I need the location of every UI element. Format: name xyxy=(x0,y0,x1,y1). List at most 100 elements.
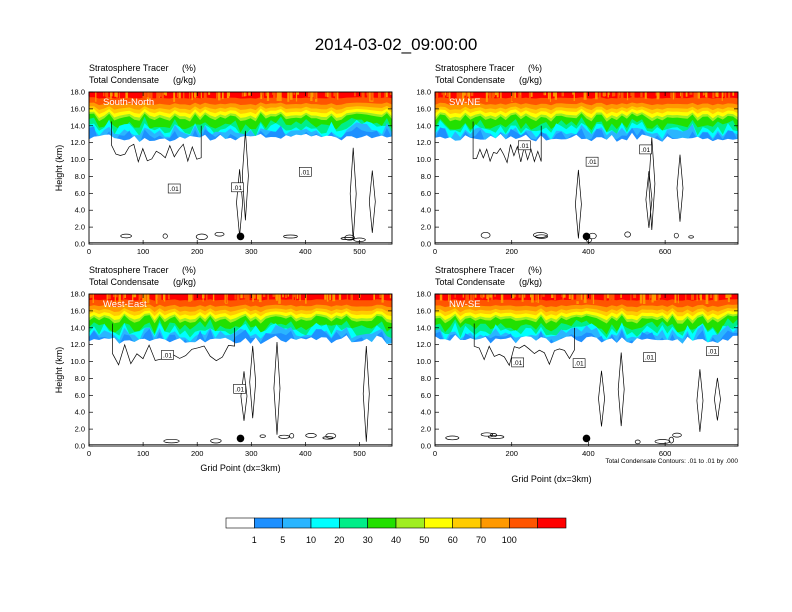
tracer-streak xyxy=(462,92,465,97)
x-tick-label: 100 xyxy=(137,247,150,256)
tracer-streak xyxy=(258,294,262,303)
x-tick-label: 0 xyxy=(433,247,437,256)
tracer-streak xyxy=(122,294,125,300)
tracer-streak xyxy=(292,294,294,302)
colorbar-label: 70 xyxy=(476,535,486,545)
tracer-streak xyxy=(118,92,120,101)
x-tick-label: 100 xyxy=(137,449,150,458)
tracer-streak xyxy=(465,92,467,100)
contour-line xyxy=(120,233,132,239)
contour-label: .01 xyxy=(513,360,522,367)
colorbar-label: 1 xyxy=(252,535,257,545)
contour-line xyxy=(195,233,208,240)
tracer-streak xyxy=(178,92,181,99)
tracer-streak xyxy=(568,294,571,299)
tracer-streak xyxy=(333,92,336,97)
tracer-streak xyxy=(313,92,317,99)
y-tick-label: 16.0 xyxy=(70,306,85,315)
tracer-streak xyxy=(324,294,327,300)
tracer-streak xyxy=(296,294,299,299)
tracer-streak xyxy=(216,92,219,98)
y-tick-label: 14.0 xyxy=(70,121,85,130)
tracer-streak xyxy=(163,294,166,300)
tracer-streak xyxy=(639,294,643,304)
subtitle-condensate: Total Condensate xyxy=(89,75,159,85)
tracer-streak xyxy=(146,92,149,98)
x-tick-label: 600 xyxy=(659,247,672,256)
location-marker xyxy=(582,232,591,241)
tracer-streak xyxy=(488,92,492,100)
tracer-streak xyxy=(485,92,488,102)
x-tick-label: 200 xyxy=(191,247,204,256)
tracer-streak xyxy=(655,92,657,96)
panels: Stratosphere Tracer (%) Total Condensate (g… xyxy=(54,63,739,484)
contour-label: .01 xyxy=(708,349,717,356)
tracer-streak xyxy=(524,294,526,298)
tracer-clear-region xyxy=(435,334,738,446)
tracer-streak xyxy=(385,92,388,98)
tracer-streak xyxy=(521,294,524,302)
tracer-streak xyxy=(335,92,338,101)
tracer-streak xyxy=(247,294,249,299)
tracer-streak xyxy=(716,294,719,301)
y-tick-label: 18.0 xyxy=(70,88,85,97)
tracer-streak xyxy=(254,294,256,299)
contour-line xyxy=(535,234,548,239)
tracer-streak xyxy=(275,294,278,301)
x-tick-label: 0 xyxy=(87,449,91,458)
tracer-streak xyxy=(674,294,677,303)
contour-line xyxy=(240,371,248,421)
subtitle-condensate: Total Condensate xyxy=(435,75,505,85)
x-tick-label: 400 xyxy=(582,449,595,458)
location-marker xyxy=(236,232,245,241)
tracer-streak xyxy=(561,294,563,298)
tracer-streak xyxy=(282,294,284,298)
y-tick-label: 2.0 xyxy=(75,425,85,434)
tracer-streak xyxy=(278,294,281,304)
tracer-streak xyxy=(633,294,637,299)
tracer-streak xyxy=(114,294,116,304)
tracer-streak xyxy=(696,294,698,302)
contour-label-box xyxy=(511,357,525,368)
tracer-streak xyxy=(721,92,723,101)
contour-label: .01 xyxy=(520,143,529,150)
tracer-streak xyxy=(138,294,141,304)
tracer-streak xyxy=(202,294,205,299)
tracer-streak xyxy=(261,92,263,95)
contour-note: Total Condensate Contours: .01 to .01 by… xyxy=(605,458,738,465)
contour-line xyxy=(648,137,656,231)
tracer-streak xyxy=(462,294,464,298)
tracer-streak xyxy=(240,294,243,299)
contour-label-box xyxy=(643,352,656,363)
x-tick-label: 300 xyxy=(245,247,258,256)
tracer-streak xyxy=(90,294,94,298)
contour-line xyxy=(688,235,694,239)
x-tick-label: 500 xyxy=(353,247,366,256)
tracer-streak xyxy=(222,92,224,99)
tracer-streak xyxy=(381,294,384,303)
tracer-streak xyxy=(389,92,392,95)
y-tick-label: 6.0 xyxy=(421,189,431,198)
location-marker xyxy=(582,434,591,443)
contour-label-box xyxy=(167,183,181,194)
x-tick-label: 200 xyxy=(505,247,518,256)
tracer-streak xyxy=(310,92,313,101)
y-tick-label: 0.0 xyxy=(421,442,431,451)
tracer-streak xyxy=(656,92,660,100)
tracer-streak xyxy=(389,294,391,299)
tracer-streak xyxy=(194,92,196,98)
tracer-streak xyxy=(657,294,660,302)
tracer-streak xyxy=(373,294,375,300)
colorbar-label: 50 xyxy=(419,535,429,545)
figure-title: 2014-03-02_09:00:00 xyxy=(315,35,478,54)
tracer-streak xyxy=(191,92,193,101)
colorbar-swatch xyxy=(537,517,567,529)
x-tick-label: 500 xyxy=(353,449,366,458)
tracer-streak xyxy=(260,92,263,99)
tracer-streak xyxy=(472,294,475,303)
tracer-streak xyxy=(295,294,297,302)
tracer-streak xyxy=(680,92,684,99)
panel-1: Stratosphere Tracer (%) Total Condensate (g… xyxy=(54,63,393,256)
tracer-streak xyxy=(487,294,489,302)
contour-label-box xyxy=(706,346,719,357)
